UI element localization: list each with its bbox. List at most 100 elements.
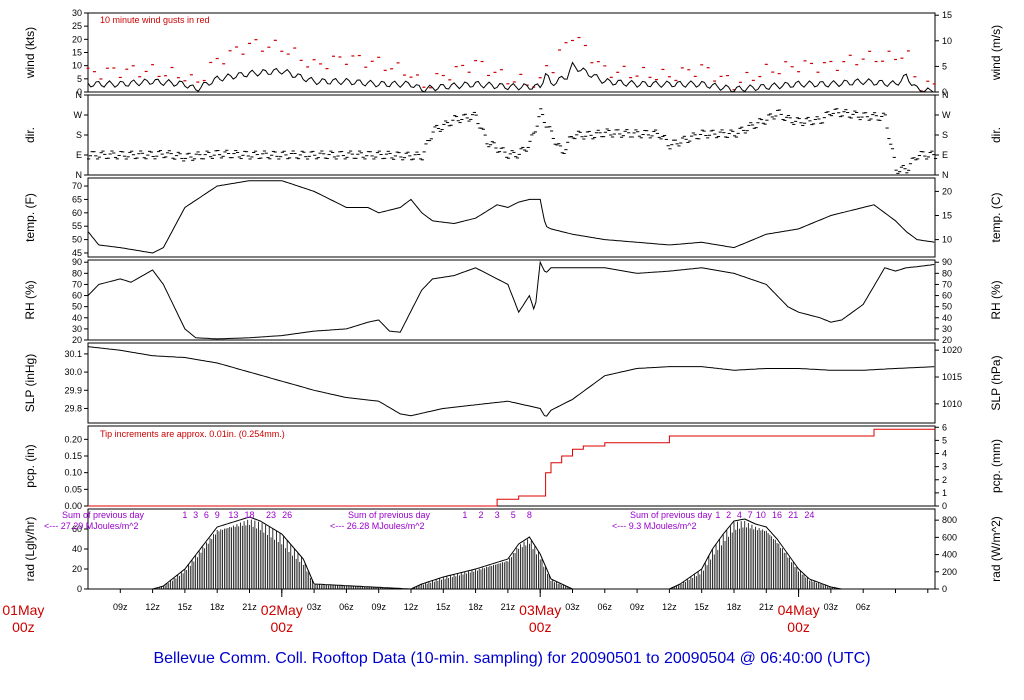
rad-right-tick-label: 200: [942, 567, 957, 577]
x-tick-label: 03z: [307, 602, 322, 612]
dir-right-tick-label: N: [942, 90, 949, 100]
rh-right-tick-label: 30: [942, 324, 952, 334]
x-tick-label: 15z: [178, 602, 193, 612]
rad-ylabel: rad (Lgly/hr): [23, 517, 37, 582]
rad-sum-hour-label: 26: [282, 510, 292, 520]
slp-right-tick-label: 1020: [942, 345, 962, 355]
pcp-ytick-label: 0.00: [64, 501, 82, 511]
rad-sum-hour-label: 4: [737, 510, 742, 520]
rh-ytick-label: 60: [72, 291, 82, 301]
x-tick-label: 03z: [824, 602, 839, 612]
x-tick-label: 09z: [630, 602, 645, 612]
rad-sum-hour-label: 7: [748, 510, 753, 520]
date-time-label: 00z: [12, 619, 35, 635]
slp-ytick-label: 29.9: [64, 385, 82, 395]
rad-sum-hour-label: 16: [772, 510, 782, 520]
temp-ytick-label: 60: [72, 208, 82, 218]
x-tick-label: 12z: [145, 602, 160, 612]
rh-ytick-label: 20: [72, 335, 82, 345]
rad-sum-hour-label: 1: [462, 510, 467, 520]
rh-ytick-label: 30: [72, 324, 82, 334]
date-time-label: 00z: [271, 619, 294, 635]
temp-ytick-label: 70: [72, 181, 82, 191]
wind-right-tick-label: 5: [942, 61, 947, 71]
rh-ytick-label: 70: [72, 279, 82, 289]
dir-ytick-label: W: [74, 110, 83, 120]
dir-panel-frame: [87, 94, 936, 176]
date-label: 04May: [778, 602, 820, 618]
wind-ytick-label: 5: [77, 74, 82, 84]
wind-ytick-label: 15: [72, 48, 82, 58]
dir-right-tick-label: N: [942, 170, 949, 180]
date-time-label: 00z: [787, 619, 810, 635]
x-tick-label: 06z: [598, 602, 613, 612]
rad-ytick-label: 60: [72, 524, 82, 534]
date-label: 02May: [261, 602, 303, 618]
rh-ytick-label: 50: [72, 302, 82, 312]
wind-right-tick-label: 15: [942, 10, 952, 20]
temp-ytick-label: 55: [72, 221, 82, 231]
slp-right-tick-label: 1010: [942, 399, 962, 409]
rad-sum-hour-label: 2: [478, 510, 483, 520]
slp-ylabel-right: SLP (hPa): [989, 355, 1003, 410]
dir-ylabel-right: dir.: [989, 127, 1003, 143]
rad-right-tick-label: 600: [942, 532, 957, 542]
pcp-ytick-label: 0.20: [64, 434, 82, 444]
rad-ytick-label: 0: [77, 584, 82, 594]
rad-sum-hour-label: 6: [204, 510, 209, 520]
temp-right-tick-label: 10: [942, 235, 952, 245]
slp-ytick-label: 30.0: [64, 367, 82, 377]
wind-right-tick-label: 10: [942, 36, 952, 46]
x-tick-label: 09z: [113, 602, 128, 612]
x-tick-label: 15z: [436, 602, 451, 612]
wind-annotation: 10 minute wind gusts in red: [100, 15, 210, 25]
wind-ytick-label: 30: [72, 8, 82, 18]
rh-ylabel-right: RH (%): [989, 280, 1003, 319]
rad-right-tick-label: 800: [942, 515, 957, 525]
slp-ytick-label: 30.1: [64, 349, 82, 359]
rad-sum-hour-label: 13: [228, 510, 238, 520]
rh-right-tick-label: 50: [942, 302, 952, 312]
pcp-right-tick-label: 6: [942, 422, 947, 432]
slp-right-tick-label: 1015: [942, 372, 962, 382]
chart-title: Bellevue Comm. Coll. Rooftop Data (10-mi…: [153, 650, 871, 667]
date-label: 03May: [519, 602, 561, 618]
rad-sum-value: <--- 9.3 MJoules/m^2: [612, 521, 697, 531]
pcp-ylabel-right: pcp. (mm): [989, 439, 1003, 493]
temp-ytick-label: 65: [72, 194, 82, 204]
rad-sum-hour-label: 1: [715, 510, 720, 520]
x-tick-label: 18z: [468, 602, 483, 612]
dir-right-tick-label: W: [942, 110, 951, 120]
rad-ytick-label: 40: [72, 544, 82, 554]
rh-right-tick-label: 80: [942, 268, 952, 278]
rad-sum-hour-label: 1: [182, 510, 187, 520]
slp-ytick-label: 29.8: [64, 403, 82, 413]
rh-right-tick-label: 70: [942, 279, 952, 289]
x-tick-label: 06z: [339, 602, 354, 612]
rad-ylabel-right: rad (W/m^2): [989, 516, 1003, 582]
pcp-ylabel: pcp. (in): [23, 444, 37, 487]
wind-ylabel: wind (kts): [23, 27, 37, 79]
rad-sum-hour-label: 18: [244, 510, 254, 520]
pcp-right-tick-label: 0: [942, 501, 947, 511]
pcp-right-tick-label: 3: [942, 462, 947, 472]
rad-sum-hour-label: 24: [804, 510, 814, 520]
rad-right-tick-label: 400: [942, 550, 957, 560]
rad-sum-hour-label: 21: [788, 510, 798, 520]
dir-right-tick-label: S: [942, 130, 948, 140]
dir-ytick-label: N: [76, 90, 83, 100]
rh-ylabel: RH (%): [23, 280, 37, 319]
rh-series-line: [87, 260, 935, 340]
pcp-right-tick-label: 5: [942, 435, 947, 445]
wind-ytick-label: 0: [77, 87, 82, 97]
rh-ytick-label: 40: [72, 313, 82, 323]
x-tick-label: 12z: [662, 602, 677, 612]
slp-ylabel: SLP (inHg): [23, 354, 37, 412]
pcp-series-line: [88, 428, 935, 507]
dir-ylabel: dir.: [23, 127, 37, 143]
rad-ytick-label: 20: [72, 564, 82, 574]
rad-sum-value: <--- 26.28 MJoules/m^2: [330, 521, 425, 531]
wind-ytick-label: 10: [72, 61, 82, 71]
rad-sum-hour-label: 10: [756, 510, 766, 520]
